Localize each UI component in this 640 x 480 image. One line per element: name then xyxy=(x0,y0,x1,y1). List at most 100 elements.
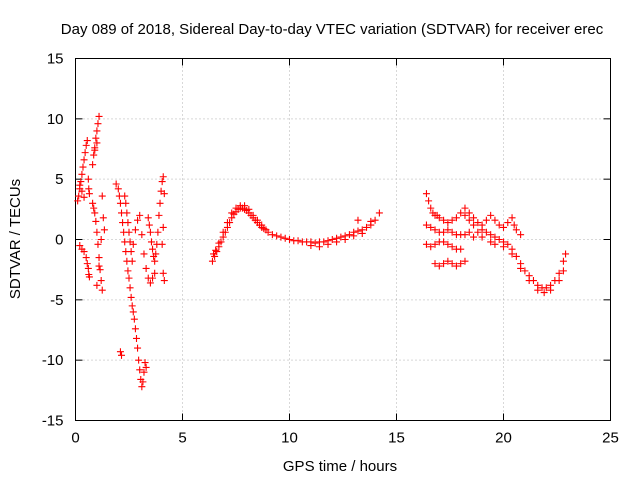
data-point xyxy=(508,214,516,222)
y-tick-label: -15 xyxy=(42,413,64,430)
data-point xyxy=(91,146,99,154)
data-point xyxy=(93,228,101,236)
data-point xyxy=(461,211,469,219)
data-point xyxy=(94,120,102,128)
series-early-arc-e xyxy=(112,180,150,391)
data-point xyxy=(264,228,272,236)
data-point xyxy=(135,356,143,364)
data-point xyxy=(474,219,482,227)
data-point xyxy=(146,228,154,236)
data-point xyxy=(245,205,253,213)
data-point xyxy=(84,175,92,183)
data-point xyxy=(131,226,139,234)
data-point xyxy=(116,348,124,356)
data-point xyxy=(112,180,120,188)
data-point xyxy=(286,236,293,243)
data-point xyxy=(80,248,88,256)
data-point xyxy=(142,264,150,272)
data-point xyxy=(448,243,456,251)
data-point xyxy=(431,226,439,234)
data-point xyxy=(75,192,83,200)
x-tick-label: 0 xyxy=(71,430,79,447)
data-point xyxy=(474,228,482,236)
data-point xyxy=(91,209,99,217)
data-point xyxy=(128,257,136,265)
data-point xyxy=(487,238,495,246)
data-point xyxy=(435,214,443,222)
data-point xyxy=(452,214,460,222)
data-point xyxy=(159,269,167,277)
data-point xyxy=(444,240,452,248)
data-point xyxy=(491,240,499,248)
data-point xyxy=(504,219,512,227)
data-point xyxy=(268,231,276,239)
data-point xyxy=(427,243,435,251)
data-point xyxy=(525,277,533,285)
y-axis-label: SDTVAR / TECUs xyxy=(7,179,24,299)
data-point xyxy=(139,378,147,386)
y-tick-label: -10 xyxy=(42,352,64,369)
data-point xyxy=(123,209,131,217)
data-point xyxy=(89,161,97,169)
data-point xyxy=(487,231,495,239)
data-point xyxy=(510,221,518,229)
data-point xyxy=(448,228,456,236)
data-point xyxy=(444,257,452,265)
data-point xyxy=(146,279,154,287)
data-point xyxy=(444,226,452,234)
data-point xyxy=(452,262,460,270)
data-point xyxy=(125,274,133,282)
data-point xyxy=(258,221,266,229)
x-tick-label: 25 xyxy=(602,430,619,447)
data-point xyxy=(320,238,328,246)
data-point xyxy=(94,240,102,248)
data-point xyxy=(375,209,383,217)
data-point xyxy=(82,141,90,149)
data-point xyxy=(159,173,167,181)
data-point xyxy=(470,221,478,229)
data-point xyxy=(253,216,261,224)
x-tick-label: 15 xyxy=(388,430,405,447)
x-tick-label: 20 xyxy=(495,430,512,447)
data-point xyxy=(144,214,152,222)
data-point xyxy=(478,226,486,234)
data-point xyxy=(92,134,100,142)
data-point xyxy=(461,231,469,239)
data-point xyxy=(328,236,336,243)
data-point xyxy=(134,216,142,224)
data-point xyxy=(491,233,499,241)
series-arc-2 xyxy=(208,202,383,265)
data-point xyxy=(76,242,84,250)
data-point xyxy=(491,216,499,224)
data-point xyxy=(547,286,555,294)
series-early-arc-d xyxy=(89,192,108,294)
data-point xyxy=(155,211,163,219)
data-point xyxy=(354,227,362,235)
data-point xyxy=(358,229,366,237)
data-point xyxy=(500,243,507,251)
data-point xyxy=(122,199,130,207)
data-point xyxy=(138,231,146,239)
data-point xyxy=(160,190,168,198)
data-point xyxy=(470,214,478,222)
y-tick-label: 0 xyxy=(55,232,63,249)
data-point xyxy=(95,254,103,262)
data-point xyxy=(333,238,341,246)
data-point xyxy=(97,277,105,285)
data-point xyxy=(223,219,231,227)
series-early-arc-a xyxy=(74,137,93,205)
data-point xyxy=(422,221,430,229)
data-point xyxy=(158,178,166,186)
data-point xyxy=(147,238,155,246)
data-point xyxy=(555,269,563,277)
data-point xyxy=(294,237,302,245)
data-point xyxy=(128,302,136,310)
data-point xyxy=(129,240,137,248)
data-point xyxy=(130,315,138,323)
data-point xyxy=(465,228,473,236)
data-point xyxy=(219,228,227,236)
data-point xyxy=(90,151,98,159)
data-point xyxy=(440,216,448,224)
data-point xyxy=(512,252,520,260)
